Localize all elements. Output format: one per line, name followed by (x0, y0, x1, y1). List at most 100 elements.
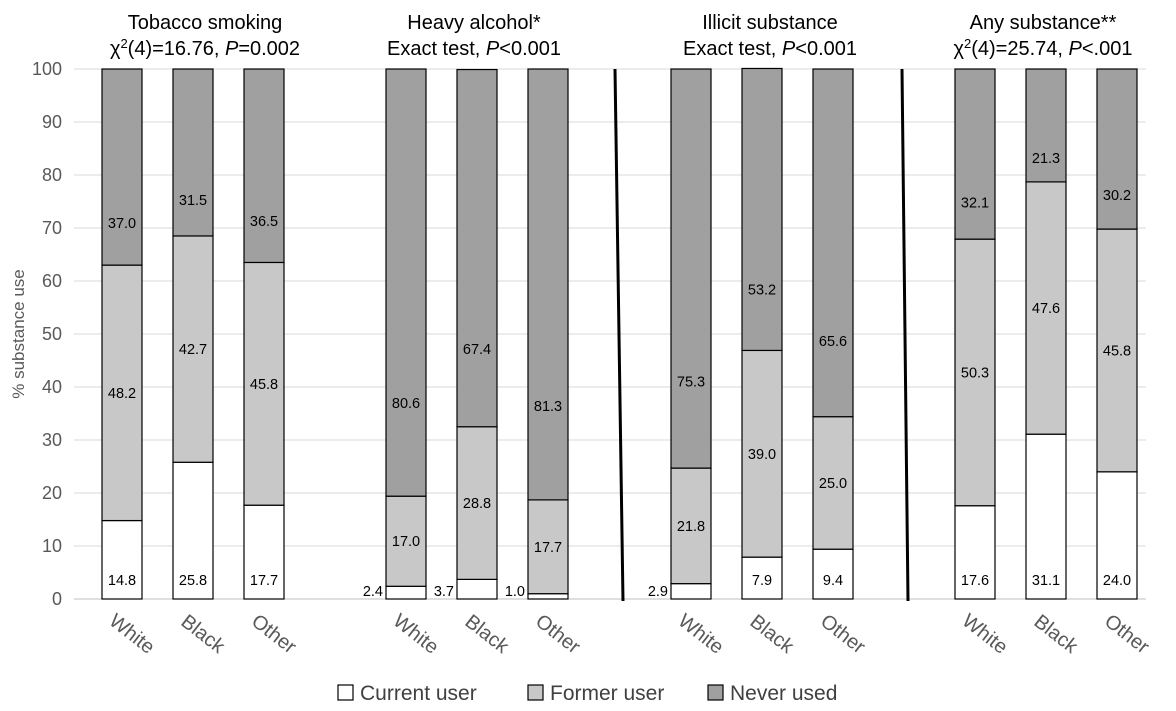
group-title-part: P (782, 38, 796, 60)
data-label: 50.3 (961, 365, 989, 381)
bar-segment-never-used (670, 68, 712, 469)
group-separators (613, 68, 910, 602)
group-title-part: Illicit substance (702, 12, 838, 34)
bar-segment-current-user (1025, 433, 1067, 600)
bar-segment-never-used (243, 68, 285, 264)
x-category-label: White (389, 610, 443, 659)
group-title-part: =0.002 (238, 38, 300, 60)
x-axis-categories: White Black Other White Black Other White Black… (105, 610, 1154, 659)
x-category-label: Other (1100, 610, 1153, 658)
bar-segment-never-used (741, 67, 783, 352)
group-title-part: Heavy alcohol* (407, 12, 541, 34)
legend-item: Current user (337, 682, 477, 705)
group-title-part: P (486, 38, 500, 60)
group-title-part: χ (954, 38, 965, 60)
x-category-label: Black (746, 611, 799, 659)
data-label: 17.7 (250, 573, 278, 589)
group-title-line: χ2(4)=25.74, P<.001 (954, 36, 1133, 61)
bar-segment-never-used (385, 68, 427, 497)
data-label: 3.7 (434, 584, 454, 600)
bar-segment-current-user (1096, 471, 1138, 600)
bar-segment-former-user (812, 416, 854, 550)
y-tick-label: 30 (42, 430, 62, 450)
bar-segment-former-user (527, 499, 569, 595)
x-category-label: White (105, 610, 159, 659)
data-label: 25.0 (819, 476, 847, 492)
y-axis-label: % substance use (9, 269, 28, 398)
data-label: 36.5 (250, 214, 278, 230)
bar-segment-current-user (954, 505, 996, 600)
group-title-part: χ (110, 38, 121, 60)
legend-label: Former user (550, 682, 664, 705)
bar-segment-never-used (812, 68, 854, 418)
data-label: 47.6 (1032, 301, 1060, 317)
group-title-part: (4)=25.74, (971, 38, 1068, 60)
group-title-part: P (1069, 38, 1083, 60)
legend-label: Current user (360, 682, 477, 705)
data-label: 7.9 (752, 573, 772, 589)
group-title-part: <.001 (1082, 38, 1133, 60)
data-label: 25.8 (179, 573, 207, 589)
group-title-part: Tobacco smoking (128, 12, 283, 34)
data-label: 75.3 (677, 374, 705, 390)
bar-segment-current-user (670, 583, 712, 600)
bar-segment-current-user (172, 461, 214, 600)
group-title-part: Exact test, (683, 38, 782, 60)
y-tick-label: 90 (42, 112, 62, 132)
bars (101, 67, 1138, 600)
bar-segment-never-used (527, 68, 569, 501)
bar-segment-current-user (741, 556, 783, 600)
data-label: 31.1 (1032, 573, 1060, 589)
data-label: 2.4 (363, 584, 383, 600)
bar-segment-former-user (172, 235, 214, 463)
bar-segment-former-user (385, 495, 427, 587)
data-label: 67.4 (463, 342, 491, 358)
data-label: 37.0 (108, 216, 136, 232)
data-label: 17.6 (961, 573, 989, 589)
x-category-label: Other (816, 610, 869, 658)
legend-swatch (337, 684, 354, 701)
y-tick-label: 80 (42, 165, 62, 185)
bar-segment-former-user (1025, 181, 1067, 435)
bar-segment-former-user (741, 349, 783, 558)
data-labels: 14.8 48.2 37.0 25.8 42.7 31.5 17.7 45.8 36.5 2.4 1… (108, 151, 1131, 600)
group-title-part: 2 (964, 36, 971, 51)
x-category-label: Other (247, 610, 300, 658)
group-title-line: Exact test, P<0.001 (683, 38, 857, 60)
bar-segment-former-user (243, 261, 285, 506)
y-tick-label: 100 (32, 59, 62, 79)
y-tick-label: 50 (42, 324, 62, 344)
data-label: 14.8 (108, 573, 136, 589)
bar-segment-never-used (101, 68, 143, 266)
bar-segment-never-used (954, 68, 996, 240)
group-title-part: Any substance** (970, 12, 1117, 34)
group-separator (613, 68, 625, 602)
group-title-line: χ2(4)=16.76, P=0.002 (110, 36, 300, 61)
bar-segment-current-user (527, 593, 569, 600)
bar-segment-current-user (101, 519, 143, 600)
y-tick-label: 40 (42, 377, 62, 397)
data-label: 42.7 (179, 342, 207, 358)
data-label: 48.2 (108, 386, 136, 402)
legend-label: Never used (730, 682, 837, 705)
x-category-label: Black (177, 611, 230, 659)
x-category-label: Black (1030, 611, 1083, 659)
y-tick-label: 0 (52, 589, 62, 609)
group-title-line: Heavy alcohol* (407, 12, 541, 34)
group-title-part: P (225, 38, 239, 60)
data-label: 32.1 (961, 196, 989, 212)
data-label: 81.3 (534, 399, 562, 415)
bar-segment-current-user (385, 585, 427, 600)
legend-item: Never used (707, 682, 837, 705)
bar-segment-former-user (456, 426, 498, 580)
legend-swatch (707, 684, 724, 701)
legend-swatch (527, 684, 544, 701)
y-tick-label: 20 (42, 483, 62, 503)
data-label: 2.9 (648, 584, 668, 600)
data-label: 80.6 (392, 396, 420, 412)
group-title-part: (4)=16.76, (128, 38, 225, 60)
bar-segment-never-used (172, 68, 214, 237)
y-axis-ticks: 0 10 20 30 40 50 60 70 80 90 100 (32, 59, 62, 609)
bar-segment-former-user (670, 467, 712, 585)
